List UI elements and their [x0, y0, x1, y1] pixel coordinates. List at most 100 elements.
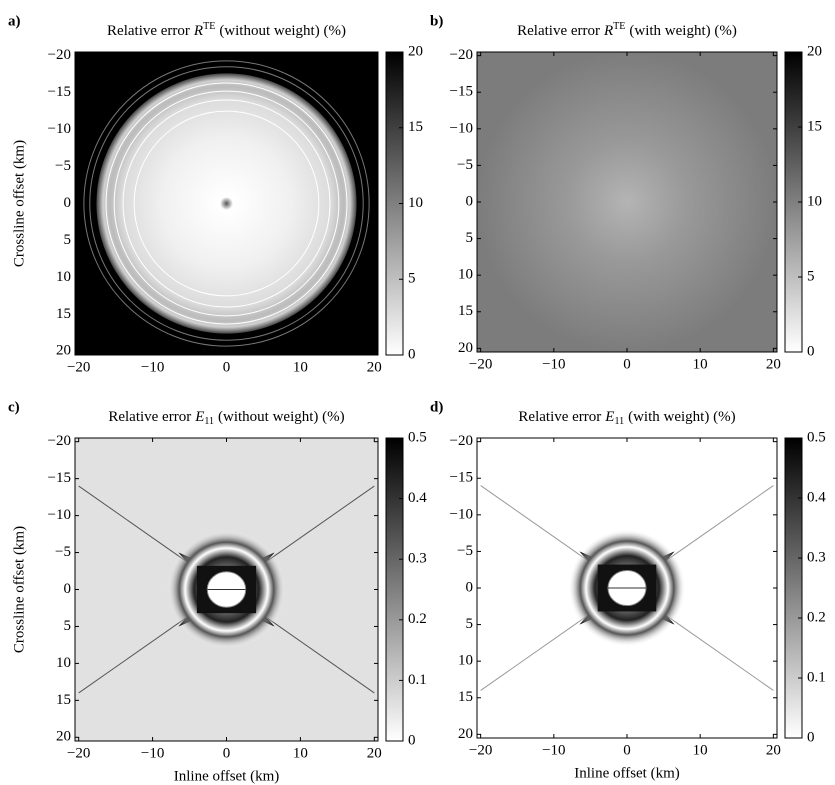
- y-tick-label: 15: [56, 692, 71, 708]
- heatmap-image: [477, 438, 777, 738]
- y-tick-label: −5: [55, 158, 71, 174]
- x-tick-label: 0: [623, 742, 631, 758]
- image-field: [477, 52, 777, 352]
- colorbar: [385, 437, 404, 742]
- x-axis-label: Inline offset (km): [574, 765, 680, 781]
- y-tick-label: −15: [450, 470, 473, 486]
- y-tick-label: 20: [56, 729, 71, 745]
- image-streak: [267, 618, 375, 694]
- colorbar-tick-label: 5: [408, 271, 416, 287]
- title-script: 11: [204, 416, 214, 427]
- image-ring: [89, 66, 364, 341]
- heatmap-image: [75, 438, 378, 741]
- y-tick-label: −20: [48, 47, 71, 63]
- title-rest: (with weight) (%): [629, 23, 736, 39]
- title-script: 11: [614, 416, 624, 427]
- y-tick-label: 0: [64, 581, 72, 597]
- colorbar-tick-label: 15: [807, 118, 822, 134]
- x-tick-label: −10: [141, 745, 164, 761]
- colorbar-tick-label: 0.3: [408, 551, 427, 567]
- panel-label: b): [430, 13, 443, 29]
- y-tick-label: −15: [48, 470, 71, 486]
- image-streak: [667, 485, 774, 560]
- x-tick-label: 10: [693, 742, 708, 758]
- title-rest: (without weight) (%): [218, 409, 345, 425]
- y-tick-label: −5: [457, 543, 473, 559]
- title-script: TE: [613, 21, 625, 32]
- colorbar-tick-label: 0.2: [807, 609, 826, 625]
- y-tick-label: −10: [48, 121, 71, 137]
- colorbar-tick-label: 5: [807, 268, 815, 284]
- image-ring: [105, 82, 348, 325]
- image-ring: [133, 110, 320, 297]
- image-ring: [122, 99, 331, 308]
- y-tick-label: 10: [56, 655, 71, 671]
- x-tick-label: 20: [766, 742, 781, 758]
- image-streak: [267, 485, 375, 561]
- colorbar-tick-label: 0.4: [408, 490, 427, 506]
- x-tick-label: 20: [766, 356, 781, 372]
- x-tick-label: −20: [469, 742, 492, 758]
- colorbar-tick-label: 0: [408, 346, 416, 362]
- image-streak: [480, 485, 587, 560]
- image-field: [96, 73, 357, 334]
- heatmap-image: [75, 52, 378, 355]
- y-axis-label: Crossline offset (km): [11, 526, 27, 653]
- x-tick-label: −20: [67, 359, 90, 375]
- title-text: Relative error: [517, 23, 600, 39]
- y-tick-label: −20: [48, 433, 71, 449]
- colorbar-tick-label: 0: [807, 343, 815, 359]
- colorbar-tick-label: 0.1: [807, 669, 826, 685]
- y-tick-label: 10: [56, 269, 71, 285]
- x-tick-label: 20: [367, 745, 382, 761]
- y-tick-label: −15: [450, 84, 473, 100]
- y-tick-label: −20: [450, 47, 473, 63]
- x-tick-label: −20: [67, 745, 90, 761]
- panel-label: c): [8, 399, 20, 415]
- image-ring: [113, 90, 340, 317]
- chart-title: Relative error E11 (without weight) (%): [108, 409, 344, 427]
- title-symbol: E: [194, 409, 204, 425]
- colorbar-tick-label: 0: [408, 732, 416, 748]
- colorbar-tick-label: 0.1: [408, 672, 427, 688]
- colorbar-tick-label: 15: [408, 119, 423, 135]
- x-tick-label: −10: [542, 356, 565, 372]
- y-tick-label: 15: [458, 303, 473, 319]
- colorbar-tick-label: 0.4: [807, 489, 826, 505]
- y-tick-label: 5: [466, 616, 474, 632]
- x-tick-label: 10: [693, 356, 708, 372]
- y-tick-label: 10: [458, 653, 473, 669]
- y-tick-label: −5: [457, 157, 473, 173]
- x-tick-label: 10: [293, 745, 308, 761]
- chart-title: Relative error RTE (without weight) (%): [107, 21, 346, 39]
- panel-label: a): [8, 13, 21, 29]
- y-tick-label: −15: [48, 84, 71, 100]
- colorbar: [784, 437, 803, 739]
- y-tick-label: 0: [64, 195, 72, 211]
- title-rest: (without weight) (%): [219, 23, 346, 39]
- image-streak: [480, 616, 587, 691]
- y-tick-label: 0: [466, 579, 474, 595]
- colorbar-tick-label: 0.5: [408, 429, 427, 445]
- title-text: Relative error: [108, 409, 191, 425]
- colorbar-tick-label: 10: [807, 193, 822, 209]
- x-tick-label: −10: [542, 742, 565, 758]
- image-streak: [667, 616, 774, 691]
- colorbar-tick-label: 0.3: [807, 549, 826, 565]
- heatmap-image: [477, 52, 777, 352]
- y-tick-label: −10: [48, 507, 71, 523]
- image-ring: [83, 60, 370, 347]
- x-axis-label: Inline offset (km): [174, 768, 280, 784]
- x-tick-label: 0: [623, 356, 631, 372]
- y-tick-label: 15: [56, 306, 71, 322]
- y-tick-label: 5: [64, 618, 72, 634]
- x-tick-label: 20: [367, 359, 382, 375]
- chart-title: Relative error E11 (with weight) (%): [518, 409, 735, 427]
- y-tick-label: 20: [56, 343, 71, 359]
- title-symbol: R: [193, 23, 203, 39]
- colorbar-tick-label: 0.2: [408, 611, 427, 627]
- y-tick-label: 20: [458, 726, 473, 742]
- title-symbol: R: [603, 23, 613, 39]
- image-streak: [78, 618, 186, 694]
